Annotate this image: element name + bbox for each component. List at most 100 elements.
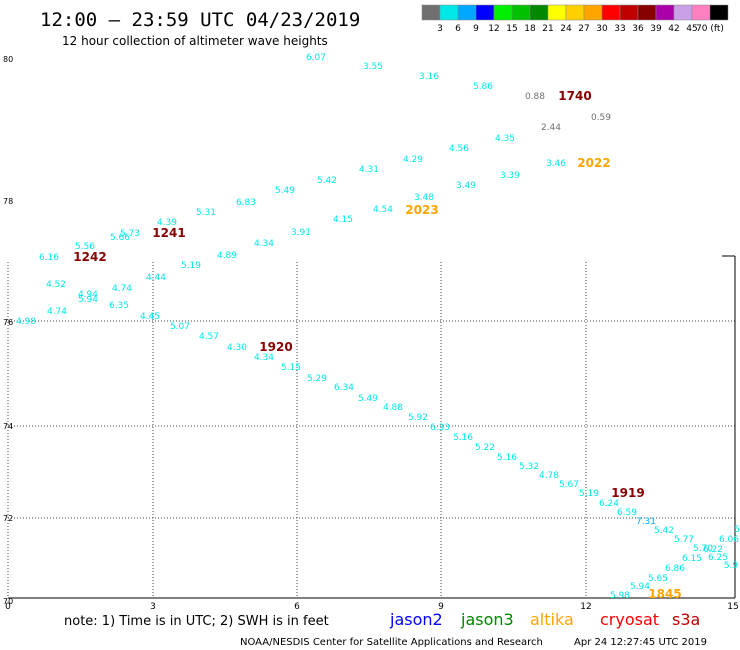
wave-height-label: 5.16	[497, 453, 517, 463]
colorbar-label: 21	[542, 24, 553, 34]
wave-height-label: 5.92	[408, 413, 428, 423]
pass-time-label: 2022	[577, 156, 610, 170]
longitude-label: 0	[5, 602, 11, 612]
latitude-label: 70	[3, 597, 13, 606]
wave-height-label: 5.66	[110, 233, 130, 243]
pass-time-label: 1740	[558, 89, 591, 103]
wave-height-label: 3.91	[291, 228, 311, 238]
pass-time-label: 1919	[611, 486, 644, 500]
wave-height-label: 5.16	[453, 433, 473, 443]
footer-credit: NOAA/NESDIS Center for Satellite Applica…	[240, 637, 543, 648]
colorbar-label: 3	[437, 24, 443, 34]
longitude-labels: 0 3 6 9 12 15	[5, 602, 739, 612]
wave-height-label: 4.52	[46, 280, 66, 290]
colorbar-swatch	[601, 4, 621, 21]
colorbar-label: 30	[596, 24, 608, 34]
wave-height-label: 4.34	[254, 353, 274, 363]
colorbar-swatch	[673, 4, 693, 21]
wave-height-label: 4.74	[47, 307, 67, 317]
wave-height-label: 4.39	[157, 218, 177, 228]
wave-height-label: 6.06	[719, 535, 739, 545]
colorbar-label: 12	[488, 24, 499, 34]
wave-height-label: 4.54	[373, 205, 393, 215]
wave-height-label: 6.35	[109, 301, 129, 311]
colorbar-swatch	[709, 4, 729, 21]
wave-height-label: 4.35	[495, 134, 515, 144]
wave-height-observations: 6.07 3.55 3.16 5.86 0.88 2.44 0.59 4.35 4.56 4.29…	[16, 53, 740, 601]
wave-height-label: 5.19	[181, 261, 201, 271]
colorbar-label: 36	[632, 24, 644, 34]
wave-height-label: 3.49	[456, 181, 476, 191]
wave-height-label: 4.34	[254, 239, 274, 249]
longitude-label: 3	[150, 602, 156, 612]
wave-height-label: 4.74	[112, 284, 132, 294]
wave-height-label: 6.16	[39, 253, 59, 263]
wave-height-label: 5.86	[473, 82, 493, 92]
longitude-label: 6	[294, 602, 300, 612]
wave-height-label: 5.42	[317, 176, 337, 186]
colorbar-label: 15	[506, 24, 517, 34]
wave-height-label: 5.22	[475, 443, 495, 453]
colorbar-swatch	[619, 4, 639, 21]
wave-height-label: 6.59	[617, 508, 637, 518]
wave-height-label: 3.48	[414, 193, 434, 203]
wave-height-label: 4.89	[217, 251, 237, 261]
wave-height-label: 0.88	[525, 92, 545, 102]
colorbar-swatch	[529, 4, 549, 21]
pass-time-labels: 1740 2022 2023 1241 1242 1920 1919 1845	[73, 89, 681, 601]
pass-time-label: 2023	[405, 203, 438, 217]
longitude-label: 15	[727, 602, 738, 612]
wave-height-label: 6.34	[334, 383, 354, 393]
wave-height-label: 6.33	[430, 423, 450, 433]
longitude-label: 9	[438, 602, 444, 612]
colorbar-label: 33	[614, 24, 625, 34]
colorbar-label: 9	[473, 24, 479, 34]
wave-height-label: 5.9	[724, 561, 739, 571]
latitude-label: 72	[3, 514, 13, 523]
wave-height-label: 6.24	[599, 499, 619, 509]
colorbar-label: 24	[560, 24, 572, 34]
wave-height-label: 4.57	[199, 332, 219, 342]
wave-height-label: 5.94	[630, 582, 650, 592]
latitude-labels: 80 78 76 74 72 70	[3, 55, 13, 606]
colorbar-swatch	[565, 4, 585, 21]
page-subtitle: 12 hour collection of altimeter wave hei…	[62, 34, 328, 48]
wave-height-label: 7.31	[636, 517, 656, 527]
wave-height-label: 6.83	[236, 198, 256, 208]
colorbar-swatch	[439, 4, 459, 21]
wave-height-label: 4.30	[227, 343, 247, 353]
colorbar-swatch	[547, 4, 567, 21]
page-title: 12:00 – 23:59 UTC 04/23/2019	[40, 9, 360, 31]
latitude-label: 80	[3, 55, 13, 64]
wave-height-label: 6.86	[665, 564, 685, 574]
colorbar-label: 39	[650, 24, 662, 34]
wave-height-label: 3.39	[500, 171, 520, 181]
colorbar-label: 27	[578, 24, 589, 34]
wave-height-label: 3.46	[546, 159, 566, 169]
satellite-legend-altika: altika	[530, 610, 574, 629]
colorbar-swatch	[493, 4, 513, 21]
longitude-label: 12	[580, 602, 591, 612]
wave-height-label: 4.45	[140, 312, 160, 322]
colorbar-swatch	[511, 4, 531, 21]
wave-height-label: 4.98	[16, 317, 36, 327]
wave-height-label: 4.44	[146, 273, 166, 283]
wave-height-label: 5.49	[358, 394, 378, 404]
wave-height-label: 5.15	[281, 363, 301, 373]
wave-height-label: 5.32	[519, 462, 539, 472]
colorbar-label: 18	[524, 24, 536, 34]
colorbar-swatch	[637, 4, 657, 21]
colorbar-swatch	[457, 4, 477, 21]
wave-height-label: 4.56	[449, 144, 469, 154]
wave-height-label: 5	[734, 525, 740, 535]
satellite-legend-s3a: s3a	[672, 610, 700, 629]
colorbar-label: 45	[686, 24, 697, 34]
wave-height-label: 2.44	[541, 123, 561, 133]
wave-height-label: 3.55	[363, 62, 383, 72]
wave-height-label: 4.88	[383, 403, 403, 413]
latitude-label: 78	[3, 197, 13, 206]
wave-height-label: 5.94	[78, 295, 98, 305]
wave-height-label: 4.15	[333, 215, 353, 225]
